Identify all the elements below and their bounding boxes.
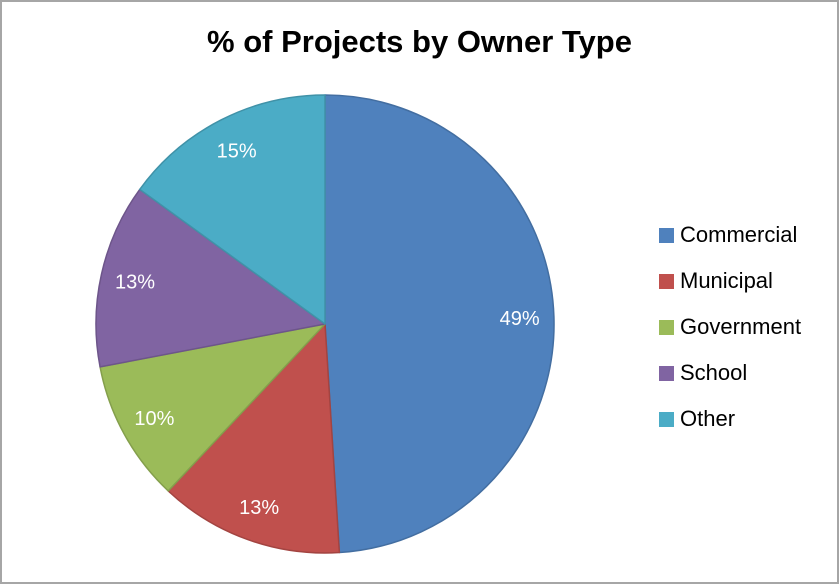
slice-label-municipal: 13% xyxy=(239,497,279,519)
slice-label-school: 13% xyxy=(115,272,155,294)
legend-swatch-school xyxy=(659,365,674,381)
pie-slice-school xyxy=(95,188,326,368)
legend-item-government: Government xyxy=(659,304,801,350)
legend-swatch-municipal xyxy=(659,273,674,289)
legend-swatch-other xyxy=(659,411,674,427)
chart-title: % of Projects by Owner Type xyxy=(207,24,632,59)
slice-label-commercial: 49% xyxy=(500,308,540,330)
legend-swatch-government xyxy=(659,319,674,335)
pie-slice-government xyxy=(99,323,326,492)
chart-legend: Commercial Municipal Government School Other xyxy=(659,212,801,442)
legend-item-other: Other xyxy=(659,396,801,442)
slice-label-government: 10% xyxy=(134,408,174,430)
legend-label-government: Government xyxy=(680,314,802,339)
legend-label-other: Other xyxy=(680,406,736,431)
pie-slice-commercial xyxy=(324,94,555,554)
legend-swatch-commercial xyxy=(659,227,674,243)
legend-label-commercial: Commercial xyxy=(680,222,798,247)
legend-item-school: School xyxy=(659,350,801,396)
legend-label-municipal: Municipal xyxy=(680,268,773,293)
legend-label-school: School xyxy=(680,360,748,385)
legend-item-commercial: Commercial xyxy=(659,212,801,258)
pie-slice-municipal xyxy=(167,323,341,554)
slice-label-other: 15% xyxy=(217,141,257,163)
pie-slice-other xyxy=(138,94,326,325)
legend-item-municipal: Municipal xyxy=(659,258,801,304)
